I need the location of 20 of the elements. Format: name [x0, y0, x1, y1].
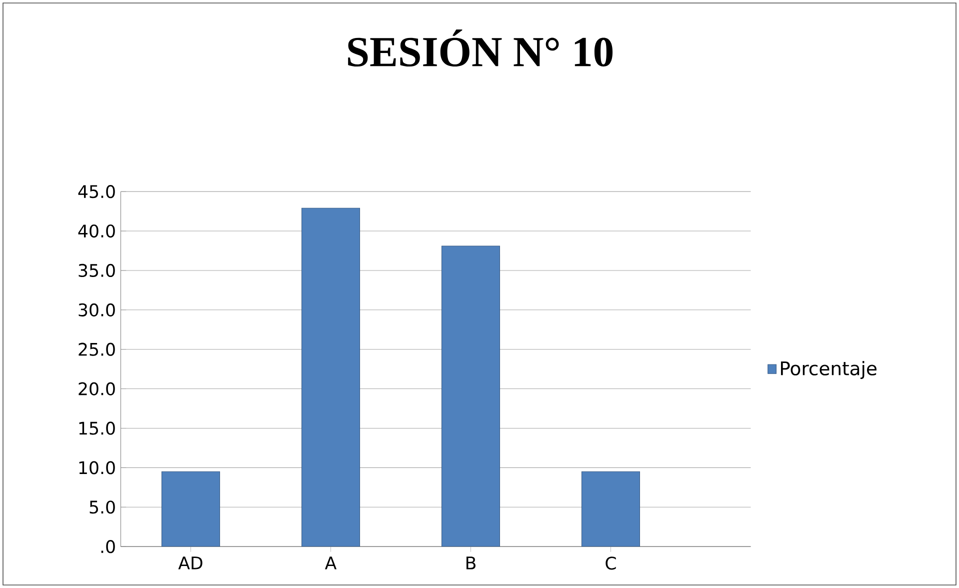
chart-title: SESIÓN N° 10: [348, 29, 613, 66]
x-tick-label: A: [324, 556, 337, 570]
bar: [161, 471, 220, 547]
bar: [581, 471, 640, 547]
x-tick-label: C: [606, 556, 616, 570]
y-tick-label: 15.0: [79, 422, 115, 435]
y-tick-label: 45.0: [78, 185, 115, 198]
y-tick-label: 40.0: [78, 224, 115, 238]
x-tick-label: AD: [178, 556, 202, 570]
bar: [441, 246, 500, 547]
y-tick-label: 25.0: [78, 342, 115, 356]
x-tick-label: B: [466, 556, 476, 570]
y-tick-label: 5.0: [90, 500, 115, 514]
y-tick-label: 35.0: [78, 264, 115, 278]
bar: [301, 208, 360, 547]
y-tick-label: 20.0: [78, 382, 115, 396]
legend-label: Porcentaje: [781, 360, 876, 380]
y-tick-label: 10.0: [79, 461, 115, 474]
y-tick-label: .0: [101, 540, 115, 554]
y-tick-label: 30.0: [78, 303, 115, 316]
